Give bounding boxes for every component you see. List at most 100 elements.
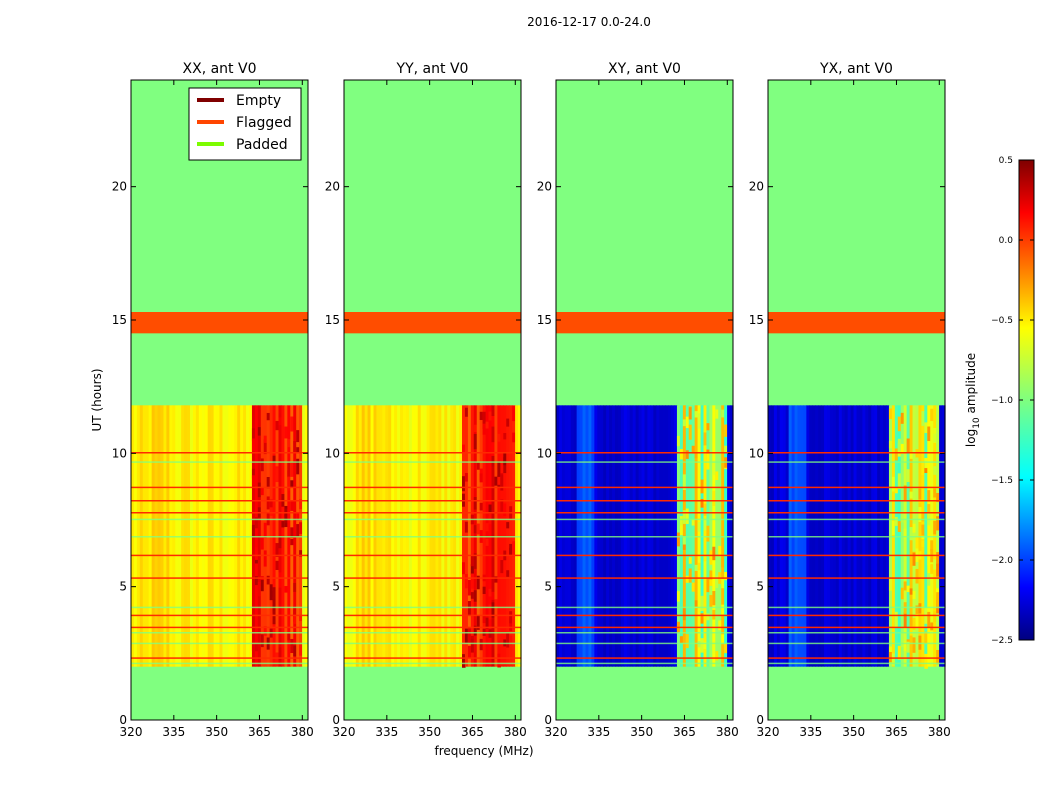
spectrum-feature <box>470 564 475 575</box>
spectrum-feature <box>697 522 702 532</box>
spectrum-feature <box>464 521 469 533</box>
y-tick-label: 10 <box>749 446 764 460</box>
colorbar-label: log10 amplitude <box>964 353 982 447</box>
spectrum-feature <box>503 433 507 440</box>
y-axis-label: UT (hours) <box>90 368 104 431</box>
padded-row <box>556 642 733 645</box>
spectrum-feature <box>915 546 920 563</box>
spectrum-feature <box>266 412 271 421</box>
spectrum-feature <box>930 540 934 552</box>
y-tick-label: 15 <box>537 313 552 327</box>
spectrum-feature <box>464 473 469 482</box>
flagged-row <box>344 554 521 557</box>
spectrum-feature <box>482 615 487 624</box>
spectrum-feature <box>682 419 687 427</box>
spectrum-feature <box>296 447 300 454</box>
spectrum-feature <box>697 562 702 571</box>
panel-title: YX, ant V0 <box>819 61 893 77</box>
flagged-row <box>344 577 521 579</box>
spectrum-feature <box>506 570 510 577</box>
spectrum-feature <box>891 520 896 535</box>
spectrum-feature <box>299 499 303 510</box>
spectrum-feature <box>506 633 510 648</box>
padded-row <box>768 536 945 538</box>
legend: Empty Flagged Padded <box>188 87 302 161</box>
spectrum-feature <box>299 644 303 656</box>
spectrum-feature <box>266 476 271 489</box>
y-tick-label: 0 <box>756 713 764 727</box>
spectrum-feature <box>721 634 725 643</box>
y-tick-label: 0 <box>119 713 127 727</box>
spectrum-feature <box>494 599 498 607</box>
padded-row <box>768 632 945 634</box>
spectrum-feature <box>700 479 705 494</box>
spectrum-feature <box>691 582 696 592</box>
y-tick-label: 15 <box>112 313 127 327</box>
flagged-row <box>768 657 945 659</box>
x-tick-label: 350 <box>842 725 865 739</box>
spectrum-feature <box>712 590 716 606</box>
spectrum-feature <box>251 616 256 630</box>
spectrum-feature <box>703 503 708 511</box>
spectrum-feature <box>266 496 271 510</box>
spectrum-feature <box>497 462 501 477</box>
spectrum-feature <box>251 438 256 452</box>
spectrum-feature <box>927 557 931 566</box>
flagged-row <box>556 554 733 557</box>
data-region <box>768 405 946 669</box>
flagged-row <box>344 614 521 617</box>
spectrum-feature <box>933 433 937 443</box>
spectrum-feature <box>290 538 294 546</box>
spectrum-feature <box>909 527 914 541</box>
spectrum-feature <box>488 604 493 620</box>
spectrum-feature <box>479 411 484 421</box>
spectrum-feature <box>254 547 259 560</box>
padded-row <box>556 536 733 538</box>
colorbar-label-suffix: amplitude <box>964 353 978 417</box>
spectrum-feature <box>906 641 911 653</box>
spectrum-feature <box>488 629 493 638</box>
spectrum-feature <box>293 645 297 657</box>
flagged-row <box>556 512 733 514</box>
y-tick-label: 10 <box>325 446 340 460</box>
spectrum-feature <box>936 516 940 531</box>
spectrum-feature <box>682 607 687 621</box>
spectrum-feature <box>299 522 303 534</box>
spectrum-feature <box>712 490 716 506</box>
spectrum-feature <box>924 653 928 669</box>
spectrum-feature <box>709 550 713 565</box>
x-tick-label: 320 <box>757 725 780 739</box>
flagged-row <box>556 626 733 629</box>
spectrum-feature <box>503 452 507 466</box>
spectrum-feature <box>266 575 271 585</box>
spectrum-feature <box>909 491 914 499</box>
spectrum-feature <box>718 545 722 557</box>
flagged-row <box>131 577 308 579</box>
padded-row <box>131 642 308 645</box>
spectrum-feature <box>263 626 268 636</box>
spectrum-feature <box>464 407 469 417</box>
spectrum-feature <box>476 462 481 470</box>
spectrum-feature <box>269 505 274 516</box>
spectrum-feature <box>697 413 702 429</box>
padded-row <box>556 461 733 463</box>
spectrum-feature <box>509 611 513 624</box>
flagged-row <box>556 500 733 502</box>
spectrum-feature <box>278 537 283 549</box>
spectrum-feature <box>685 416 690 429</box>
spectrum-feature <box>278 417 283 426</box>
flagged-row <box>131 500 308 502</box>
spectrum-feature <box>933 466 937 475</box>
colorbar: log10 amplitude 0.5 0.0 −0.5 −1.0 −1.5 −2.0 −2… <box>964 156 1035 646</box>
spectrum-feature <box>512 432 516 443</box>
spectrum-feature <box>900 587 905 600</box>
spectrum-feature <box>888 578 893 591</box>
axes-frame <box>343 79 522 721</box>
spectrum-feature <box>682 510 687 524</box>
padded-row <box>768 606 945 609</box>
spectrum-feature <box>467 645 472 659</box>
spectrum-feature <box>293 440 297 453</box>
spectrum-feature <box>930 408 934 422</box>
spectrum-feature <box>473 590 478 602</box>
panel-title: XY, ant V0 <box>608 61 681 77</box>
